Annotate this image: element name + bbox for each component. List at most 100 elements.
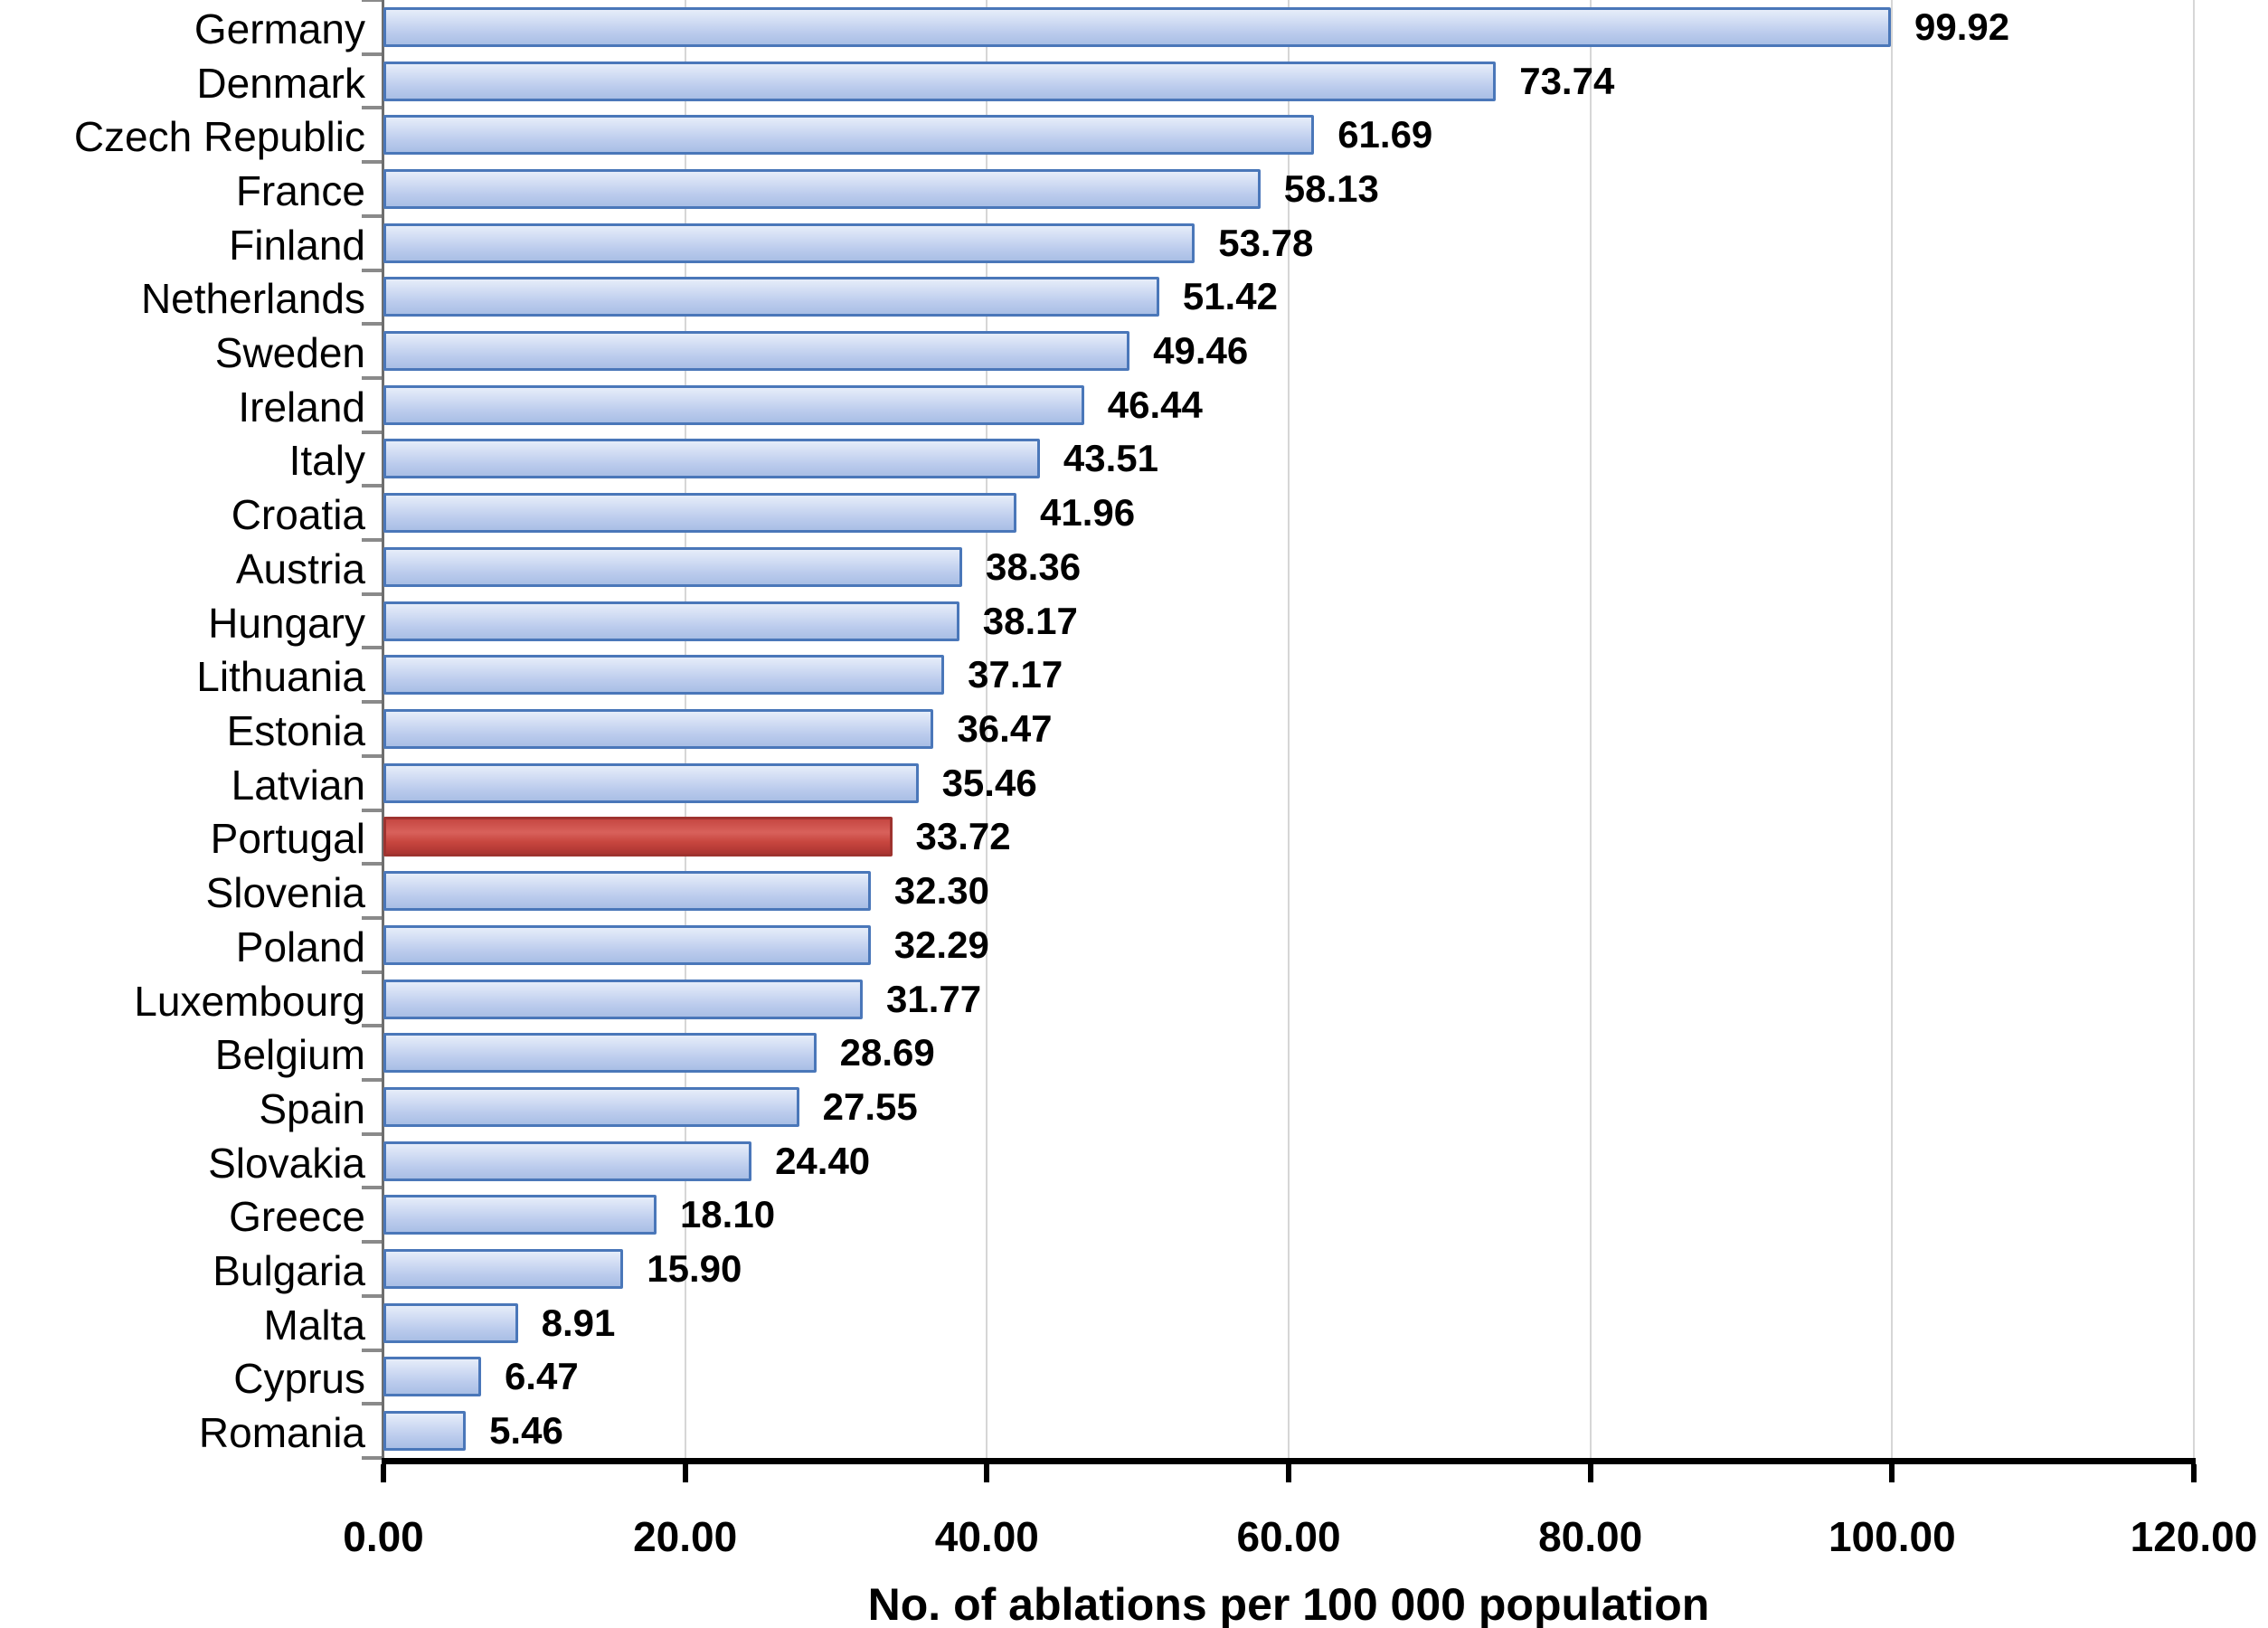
bar-bulgaria bbox=[383, 1249, 624, 1290]
bar-finland bbox=[383, 222, 1195, 263]
value-label-italy: 43.51 bbox=[1063, 437, 1158, 480]
x-tick-label-0: 0.00 bbox=[343, 1513, 424, 1560]
bar-germany bbox=[383, 6, 1891, 47]
bar-belgium bbox=[383, 1033, 817, 1074]
y-tick-mark bbox=[362, 106, 382, 110]
x-axis-line bbox=[382, 1458, 2196, 1464]
category-label-italy: Italy bbox=[288, 437, 365, 485]
bar-hungary bbox=[383, 601, 959, 641]
category-label-romania: Romania bbox=[198, 1409, 365, 1457]
category-axis: Germany Denmark Czech Republic France Finlan… bbox=[0, 0, 365, 1458]
x-tick-label-60: 60.00 bbox=[1236, 1513, 1341, 1560]
bar-row-italy: 43.51 bbox=[383, 432, 2194, 487]
bar-row-poland: 32.29 bbox=[383, 918, 2194, 972]
y-tick-mark bbox=[362, 52, 382, 56]
y-tick-mark bbox=[362, 970, 382, 974]
y-tick-mark bbox=[362, 484, 382, 488]
category-label-greece: Greece bbox=[229, 1193, 365, 1241]
category-label-latvian: Latvian bbox=[231, 761, 365, 809]
bar-row-germany: 99.92 bbox=[383, 0, 2194, 54]
x-tick-label-120: 120.00 bbox=[2130, 1513, 2258, 1560]
y-tick-mark bbox=[362, 1186, 382, 1190]
value-label-czech-republic: 61.69 bbox=[1337, 113, 1433, 156]
category-label-croatia: Croatia bbox=[231, 491, 365, 539]
value-label-ireland: 46.44 bbox=[1107, 383, 1203, 426]
bar-row-romania: 5.46 bbox=[383, 1404, 2194, 1458]
x-tick-mark-60 bbox=[1286, 1464, 1291, 1482]
value-label-netherlands: 51.42 bbox=[1182, 275, 1278, 318]
bar-row-bulgaria: 15.90 bbox=[383, 1242, 2194, 1296]
bar-row-belgium: 28.69 bbox=[383, 1026, 2194, 1080]
x-tick-label-20: 20.00 bbox=[633, 1513, 738, 1560]
y-tick-mark bbox=[362, 700, 382, 705]
bar-austria bbox=[383, 546, 962, 587]
x-tick-label-40: 40.00 bbox=[934, 1513, 1039, 1560]
x-tick-mark-120 bbox=[2191, 1464, 2197, 1482]
bar-latvian bbox=[383, 762, 919, 803]
bar-croatia bbox=[383, 493, 1017, 534]
y-tick-mark bbox=[362, 213, 382, 218]
y-tick-mark bbox=[362, 808, 382, 812]
bar-row-luxembourg: 31.77 bbox=[383, 972, 2194, 1027]
value-label-austria: 38.36 bbox=[985, 544, 1082, 588]
highlighted-bar-portugal bbox=[383, 817, 893, 857]
value-label-belgium: 28.69 bbox=[839, 1031, 935, 1074]
category-label-lithuania: Lithuania bbox=[196, 653, 365, 701]
bar-italy bbox=[383, 439, 1040, 479]
y-tick-mark bbox=[362, 1293, 382, 1298]
bar-row-latvian: 35.46 bbox=[383, 756, 2194, 810]
y-tick-mark bbox=[362, 160, 382, 165]
bar-row-cyprus: 6.47 bbox=[383, 1350, 2194, 1405]
value-label-cyprus: 6.47 bbox=[504, 1355, 579, 1398]
bar-lithuania bbox=[383, 655, 945, 696]
category-label-finland: Finland bbox=[229, 221, 365, 269]
y-tick-mark bbox=[362, 646, 382, 650]
bar-ireland bbox=[383, 384, 1084, 425]
bar-row-greece: 18.10 bbox=[383, 1188, 2194, 1242]
bar-poland bbox=[383, 924, 871, 965]
bar-spain bbox=[383, 1086, 799, 1127]
category-label-czech-republic: Czech Republic bbox=[73, 113, 365, 161]
x-tick-mark-20 bbox=[682, 1464, 688, 1482]
category-label-luxembourg: Luxembourg bbox=[134, 977, 365, 1025]
bar-slovenia bbox=[383, 871, 871, 912]
bar-luxembourg bbox=[383, 979, 864, 1019]
y-tick-mark bbox=[362, 592, 382, 596]
value-label-slovakia: 24.40 bbox=[775, 1139, 871, 1182]
bar-row-ireland: 46.44 bbox=[383, 378, 2194, 432]
y-tick-mark bbox=[362, 1024, 382, 1028]
x-tick-mark-80 bbox=[1587, 1464, 1593, 1482]
bar-greece bbox=[383, 1195, 657, 1235]
value-label-estonia: 36.47 bbox=[957, 706, 1053, 750]
bar-denmark bbox=[383, 61, 1497, 101]
category-label-portugal: Portugal bbox=[210, 815, 365, 863]
bar-france bbox=[383, 168, 1261, 209]
value-label-finland: 53.78 bbox=[1218, 221, 1314, 264]
y-tick-mark bbox=[362, 268, 382, 272]
bar-romania bbox=[383, 1411, 467, 1452]
x-axis-title: No. of ablations per 100 000 population bbox=[867, 1579, 1710, 1628]
y-tick-mark bbox=[362, 1456, 382, 1460]
value-label-croatia: 41.96 bbox=[1040, 491, 1136, 535]
gridline-x-40 bbox=[986, 0, 988, 1458]
y-axis-line bbox=[382, 0, 384, 1458]
category-label-cyprus: Cyprus bbox=[233, 1355, 365, 1403]
gridline-x-100 bbox=[1891, 0, 1894, 1458]
y-tick-mark bbox=[362, 1131, 382, 1136]
value-label-slovenia: 32.30 bbox=[893, 869, 989, 913]
value-label-france: 58.13 bbox=[1283, 166, 1379, 210]
category-label-austria: Austria bbox=[235, 544, 365, 592]
category-label-belgium: Belgium bbox=[214, 1031, 365, 1079]
y-tick-mark bbox=[362, 1240, 382, 1245]
y-tick-mark bbox=[362, 538, 382, 543]
bar-row-malta: 8.91 bbox=[383, 1296, 2194, 1350]
value-label-hungary: 38.17 bbox=[982, 599, 1078, 642]
value-label-sweden: 49.46 bbox=[1153, 329, 1249, 373]
value-label-poland: 32.29 bbox=[893, 923, 989, 966]
bar-row-finland: 53.78 bbox=[383, 216, 2194, 270]
x-tick-mark-40 bbox=[984, 1464, 990, 1482]
category-label-ireland: Ireland bbox=[238, 383, 365, 431]
value-label-luxembourg: 31.77 bbox=[886, 977, 982, 1020]
gridline-x-80 bbox=[1589, 0, 1592, 1458]
